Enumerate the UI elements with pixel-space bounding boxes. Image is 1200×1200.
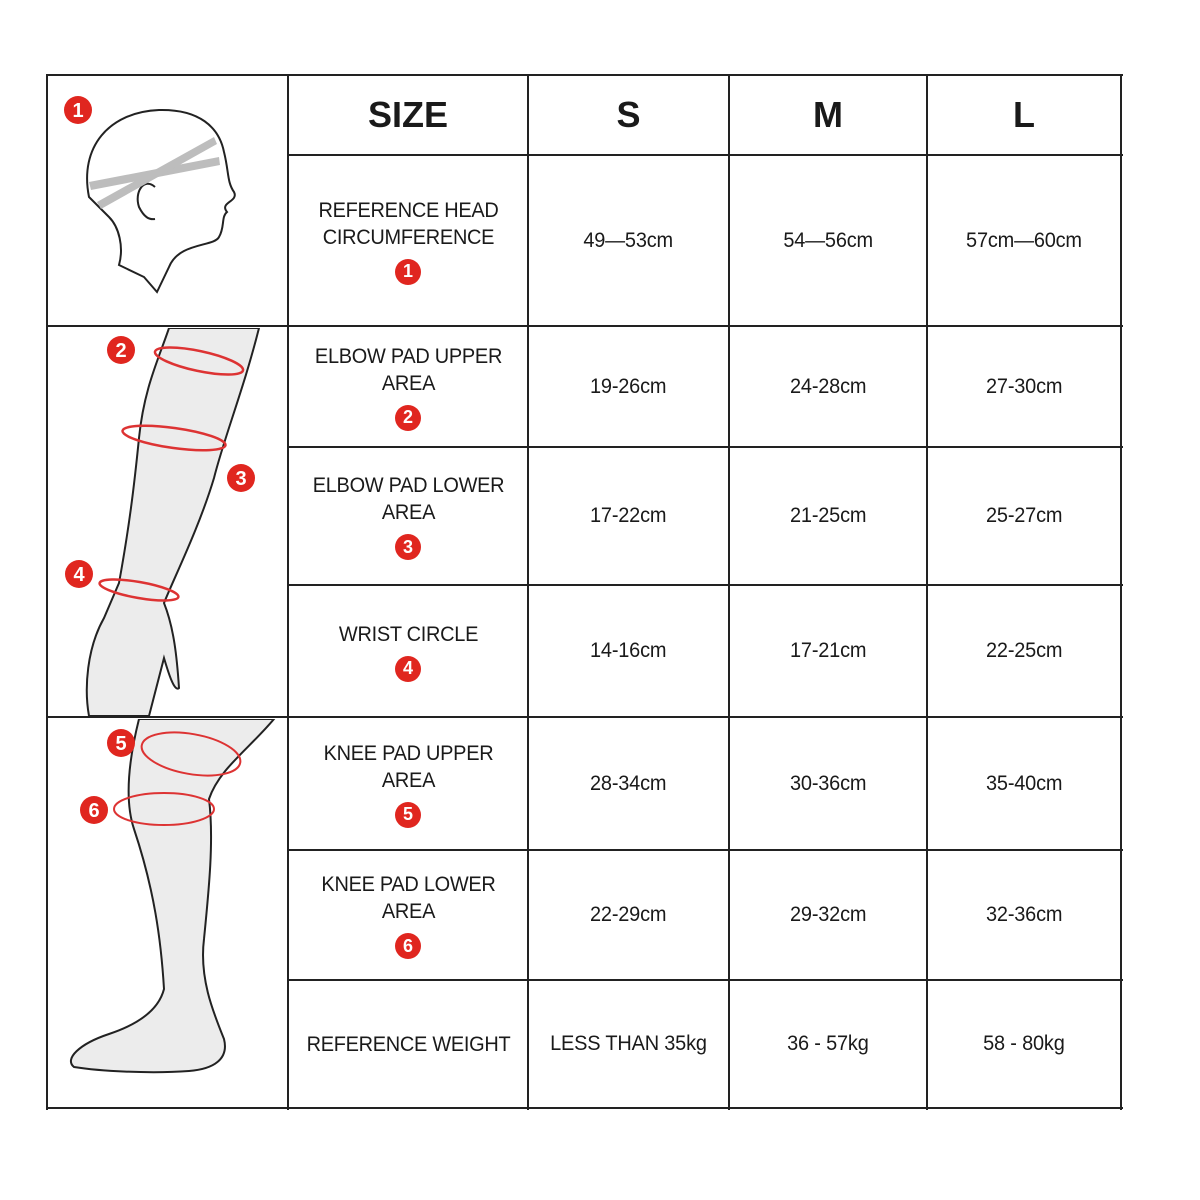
svg-text:6: 6 — [88, 800, 99, 822]
grid-line — [287, 74, 289, 1110]
grid-line — [287, 154, 1123, 156]
grid-line — [46, 716, 1123, 718]
measurement-label: ELBOW PAD LOWER AREA — [312, 474, 504, 524]
grid-line — [728, 74, 730, 1110]
measurement-label: REFERENCE HEAD CIRCUMFERENCE — [317, 198, 499, 249]
value-cell: 57cm—60cm — [927, 155, 1121, 326]
row-label-cell: WRIST CIRCLE 4 — [288, 585, 528, 717]
grid-line — [527, 74, 529, 1110]
value-cell: 27-30cm — [927, 326, 1121, 447]
measurement-value: 29-32cm — [789, 903, 867, 926]
svg-text:5: 5 — [115, 733, 126, 755]
measurement-label: ELBOW PAD UPPER AREA — [314, 344, 502, 395]
badge-1-icon — [64, 96, 92, 124]
value-cell: 54—56cm — [729, 155, 927, 326]
measurement-value: 49—53cm — [583, 228, 674, 252]
value-cell: 32-36cm — [927, 850, 1121, 980]
row-label-cell: ELBOW PAD LOWER AREA 3 — [288, 447, 528, 585]
grid-line — [46, 1107, 1123, 1109]
grid-line — [287, 446, 1123, 448]
measurement-value: 22-25cm — [985, 639, 1063, 662]
header-size-2: L — [1013, 94, 1035, 135]
measurement-label: REFERENCE WEIGHT — [306, 1032, 510, 1056]
row-label-cell: REFERENCE WEIGHT — [288, 980, 528, 1108]
value-cell: 17-22cm — [528, 447, 729, 585]
badge-5-icon — [107, 729, 135, 757]
measurement-value: 21-25cm — [789, 504, 867, 527]
row-label-cell: KNEE PAD UPPER AREA 5 — [288, 717, 528, 850]
row-label-cell: KNEE PAD LOWER AREA 6 — [288, 850, 528, 980]
value-cell: 28-34cm — [528, 717, 729, 850]
badge-5-icon: 5 — [395, 801, 421, 828]
grid-line — [287, 584, 1123, 586]
grid-line — [287, 849, 1123, 851]
badge-3-icon — [227, 464, 255, 492]
measurement-value: 57cm—60cm — [966, 228, 1082, 252]
measurement-label: WRIST CIRCLE — [338, 622, 478, 646]
grid-line — [46, 74, 48, 1110]
measurement-value: LESS THAN 35kg — [550, 1032, 707, 1055]
value-cell: 19-26cm — [528, 326, 729, 447]
badge-3-icon: 3 — [395, 534, 421, 560]
value-cell: 21-25cm — [729, 447, 927, 585]
grid-line — [1120, 74, 1122, 1110]
measurement-label: KNEE PAD UPPER AREA — [323, 741, 493, 792]
measurement-value: 17-22cm — [590, 504, 667, 527]
measurement-value: 32-36cm — [985, 903, 1063, 926]
measurement-value: 27-30cm — [985, 374, 1063, 398]
measurement-value: 17-21cm — [789, 639, 867, 662]
header-size-1: M — [813, 94, 843, 135]
badge-2-icon: 2 — [395, 404, 421, 431]
measurement-value: 28-34cm — [590, 771, 667, 795]
svg-text:4: 4 — [73, 564, 85, 586]
measurement-value: 36 - 57kg — [787, 1032, 869, 1055]
value-cell: 36 - 57kg — [729, 980, 927, 1108]
measurement-value: 35-40cm — [985, 771, 1063, 795]
value-cell: 14-16cm — [528, 585, 729, 717]
measurement-label: KNEE PAD LOWER AREA — [320, 873, 496, 923]
header-size-0: S — [616, 94, 641, 135]
header-size: SIZE — [367, 94, 448, 135]
grid-line — [46, 74, 1123, 76]
badge-4-icon — [65, 560, 93, 588]
measurement-value: 25-27cm — [985, 504, 1063, 527]
measurement-value: 58 - 80kg — [983, 1032, 1065, 1055]
value-cell: 29-32cm — [729, 850, 927, 980]
svg-text:3: 3 — [235, 468, 246, 490]
badge-1-icon: 1 — [395, 258, 421, 285]
svg-text:1: 1 — [72, 100, 83, 122]
measurement-value: 24-28cm — [789, 374, 867, 398]
value-cell: 30-36cm — [729, 717, 927, 850]
head-measurement-illustration: 1 — [64, 96, 236, 294]
value-cell: 25-27cm — [927, 447, 1121, 585]
grid-line — [926, 74, 928, 1110]
arm-measurement-illustration: 2 3 4 — [65, 328, 261, 716]
value-cell: 22-25cm — [927, 585, 1121, 717]
grid-line — [287, 979, 1123, 981]
measurement-value: 30-36cm — [789, 771, 867, 795]
svg-text:2: 2 — [115, 340, 126, 362]
grid-line — [46, 325, 1123, 327]
value-cell: 22-29cm — [528, 850, 729, 980]
value-cell: 35-40cm — [927, 717, 1121, 850]
row-label-cell: ELBOW PAD UPPER AREA 2 — [288, 326, 528, 447]
measurement-value: 14-16cm — [590, 639, 667, 662]
badge-6-icon — [80, 796, 108, 824]
row-label-cell: REFERENCE HEAD CIRCUMFERENCE 1 — [288, 155, 528, 326]
value-cell: 49—53cm — [528, 155, 729, 326]
badge-2-icon — [107, 336, 135, 364]
value-cell: LESS THAN 35kg — [528, 980, 729, 1108]
value-cell: 17-21cm — [729, 585, 927, 717]
badge-6-icon: 6 — [395, 933, 421, 959]
measurement-value: 19-26cm — [590, 374, 667, 398]
value-cell: 58 - 80kg — [927, 980, 1121, 1108]
badge-4-icon: 4 — [395, 655, 421, 682]
measurement-value: 54—56cm — [783, 228, 873, 252]
leg-measurement-illustration: 5 6 — [69, 719, 276, 1074]
value-cell: 24-28cm — [729, 326, 927, 447]
measurement-value: 22-29cm — [590, 903, 667, 926]
